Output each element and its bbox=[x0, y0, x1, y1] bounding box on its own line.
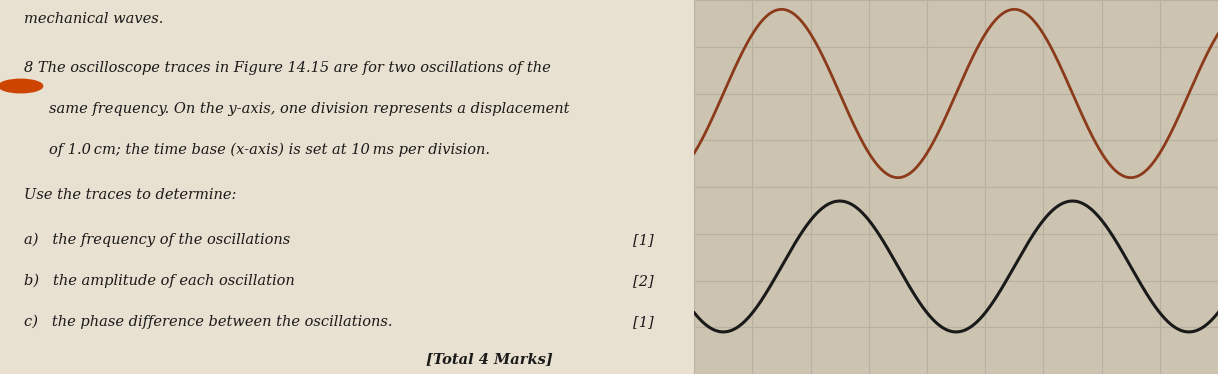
Text: c)   the phase difference between the oscillations.: c) the phase difference between the osci… bbox=[24, 315, 393, 329]
Text: [Total 4 Marks]: [Total 4 Marks] bbox=[426, 353, 553, 367]
Text: mechanical waves.: mechanical waves. bbox=[24, 12, 163, 26]
Text: [Total 2 Marks]: [Total 2 Marks] bbox=[755, 1, 864, 15]
Text: of 1.0 cm; the time base (x-axis) is set at 10 ms per division.: of 1.0 cm; the time base (x-axis) is set… bbox=[49, 143, 490, 157]
Text: [1]: [1] bbox=[633, 233, 654, 247]
Text: [1]: [1] bbox=[633, 315, 654, 329]
Text: Use the traces to determine:: Use the traces to determine: bbox=[24, 188, 236, 202]
Text: same frequency. On the y-axis, one division represents a displacement: same frequency. On the y-axis, one divis… bbox=[49, 102, 569, 116]
Circle shape bbox=[0, 79, 43, 93]
Text: a)   the frequency of the oscillations: a) the frequency of the oscillations bbox=[24, 233, 291, 247]
Text: b)   the amplitude of each oscillation: b) the amplitude of each oscillation bbox=[24, 274, 295, 288]
Text: 8 The oscilloscope traces in Figure 14.15 are for two oscillations of the: 8 The oscilloscope traces in Figure 14.1… bbox=[24, 61, 551, 75]
Text: [2]: [2] bbox=[633, 274, 654, 288]
